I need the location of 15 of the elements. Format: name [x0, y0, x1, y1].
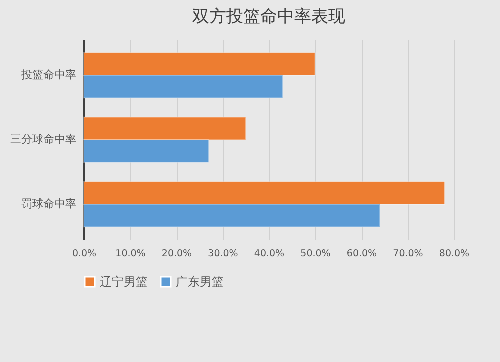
y-tick-label: 罚球命中率	[22, 198, 76, 211]
y-tick-label: 投篮命中率	[20, 68, 76, 82]
x-tick-label: 50.0%	[300, 248, 331, 260]
x-tick-label: 30.0%	[208, 248, 238, 260]
legend-label: 辽宁男篮	[100, 275, 148, 289]
x-tick-label: 60.0%	[346, 248, 378, 260]
legend-label: 广东男篮	[176, 275, 224, 289]
y-tick-label: 三分球命中率	[10, 133, 76, 146]
chart-title: 双方投篮命中率表现	[192, 7, 346, 27]
x-tick-label: 20.0%	[162, 248, 192, 260]
x-tick-label: 40.0%	[254, 248, 285, 260]
x-tick-label: 80.0%	[439, 248, 470, 260]
x-tick-label: 0.0%	[72, 248, 97, 260]
x-tick-label: 10.0%	[116, 248, 146, 260]
x-tick-label: 70.0%	[393, 248, 424, 260]
